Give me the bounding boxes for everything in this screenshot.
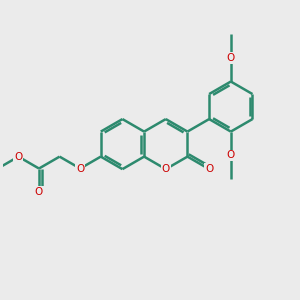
Text: O: O: [227, 150, 235, 161]
Text: O: O: [35, 187, 43, 197]
Text: O: O: [76, 164, 84, 173]
Text: O: O: [14, 152, 22, 162]
Text: O: O: [162, 164, 170, 174]
Text: O: O: [227, 53, 235, 63]
Text: O: O: [205, 164, 213, 174]
